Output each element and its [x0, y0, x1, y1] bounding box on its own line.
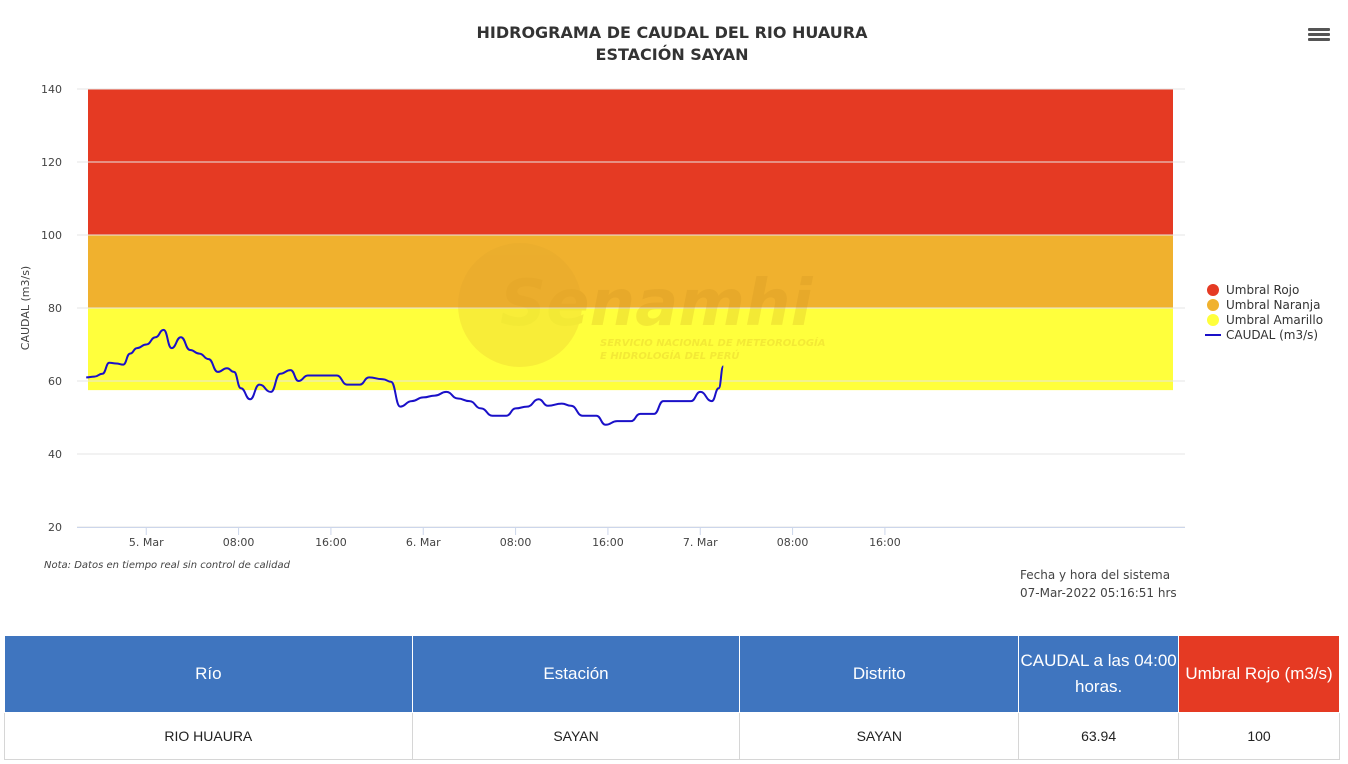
quality-note: Nota: Datos en tiempo real sin control d…: [44, 560, 290, 571]
legend-marker-umbral-naranja[interactable]: [1207, 299, 1219, 311]
y-axis-label: CAUDAL (m3/s): [19, 266, 32, 350]
watermark-brand: Senamhi: [500, 267, 814, 341]
x-tick-label: 16:00: [315, 536, 347, 549]
hamburger-menu-icon[interactable]: [1308, 26, 1330, 46]
senamhi-watermark: Senamhi SERVICIO NACIONAL DE METEOROLOGÍ…: [458, 243, 826, 367]
x-tick-label: 6. Mar: [406, 536, 441, 549]
series-line-caudal: [86, 328, 725, 426]
y-tick-label: 80: [48, 302, 62, 315]
watermark-line1: SERVICIO NACIONAL DE METEOROLOGÍA: [600, 336, 826, 349]
header-umbral-rojo: Umbral Rojo (m3/s): [1178, 635, 1340, 713]
header-distrito: Distrito: [739, 635, 1020, 713]
header-rio: Río: [4, 635, 413, 713]
x-tick-label: 16:00: [869, 536, 901, 549]
legend-label[interactable]: Umbral Naranja: [1226, 298, 1320, 312]
header-caudal: CAUDAL a las 04:00 horas.: [1018, 635, 1180, 713]
x-tick-label: 5. Mar: [129, 536, 164, 549]
table-row: RIO HUAURA SAYAN SAYAN 63.94 100: [4, 712, 1340, 760]
y-tick-label: 20: [48, 521, 62, 534]
cell-umbral-rojo: 100: [1178, 712, 1340, 760]
series: [86, 328, 725, 426]
axes: 20 40 60 80 100 120 140 5. Mar 08:00 16:00 6. Mar 0…: [41, 83, 1185, 549]
chart-title-line2: ESTACIÓN SAYAN: [596, 45, 749, 64]
cell-distrito: SAYAN: [739, 712, 1020, 760]
x-tick-label: 08:00: [500, 536, 532, 549]
y-tick-label: 140: [41, 83, 62, 96]
legend-marker-umbral-rojo[interactable]: [1207, 284, 1219, 296]
band-umbral-amarillo: [88, 308, 1173, 391]
y-tick-label: 100: [41, 229, 62, 242]
system-date-label: Fecha y hora del sistema: [1020, 568, 1171, 582]
system-date: Fecha y hora del sistema 07-Mar-2022 05:…: [1020, 566, 1177, 602]
watermark-sun-icon: [458, 243, 582, 367]
x-tick-label: 7. Mar: [683, 536, 718, 549]
hydrograph-chart: Senamhi SERVICIO NACIONAL DE METEOROLOGÍ…: [19, 23, 1323, 549]
band-umbral-naranja: [88, 235, 1173, 308]
legend-label[interactable]: Umbral Rojo: [1226, 283, 1299, 297]
legend-label[interactable]: Umbral Amarillo: [1226, 313, 1323, 327]
station-info-table: Río Estación Distrito CAUDAL a las 04:00…: [4, 635, 1340, 760]
cell-estacion: SAYAN: [411, 712, 741, 760]
y-tick-label: 60: [48, 375, 62, 388]
x-tick-label: 08:00: [777, 536, 809, 549]
legend-label[interactable]: CAUDAL (m3/s): [1226, 328, 1318, 342]
legend-marker-umbral-amarillo[interactable]: [1207, 314, 1219, 326]
watermark-line2: E HIDROLOGÍA DEL PERÚ: [600, 349, 740, 362]
cell-caudal: 63.94: [1018, 712, 1180, 760]
y-tick-label: 40: [48, 448, 62, 461]
y-tick-label: 120: [41, 156, 62, 169]
system-date-value: 07-Mar-2022 05:16:51 hrs: [1020, 586, 1177, 600]
x-tick-label: 08:00: [223, 536, 255, 549]
cell-rio: RIO HUAURA: [4, 712, 413, 760]
chart-title-line1: HIDROGRAMA DE CAUDAL DEL RIO HUAURA: [477, 23, 869, 42]
table-header-row: Río Estación Distrito CAUDAL a las 04:00…: [4, 635, 1340, 713]
header-estacion: Estación: [411, 635, 741, 713]
x-tick-label: 16:00: [592, 536, 624, 549]
